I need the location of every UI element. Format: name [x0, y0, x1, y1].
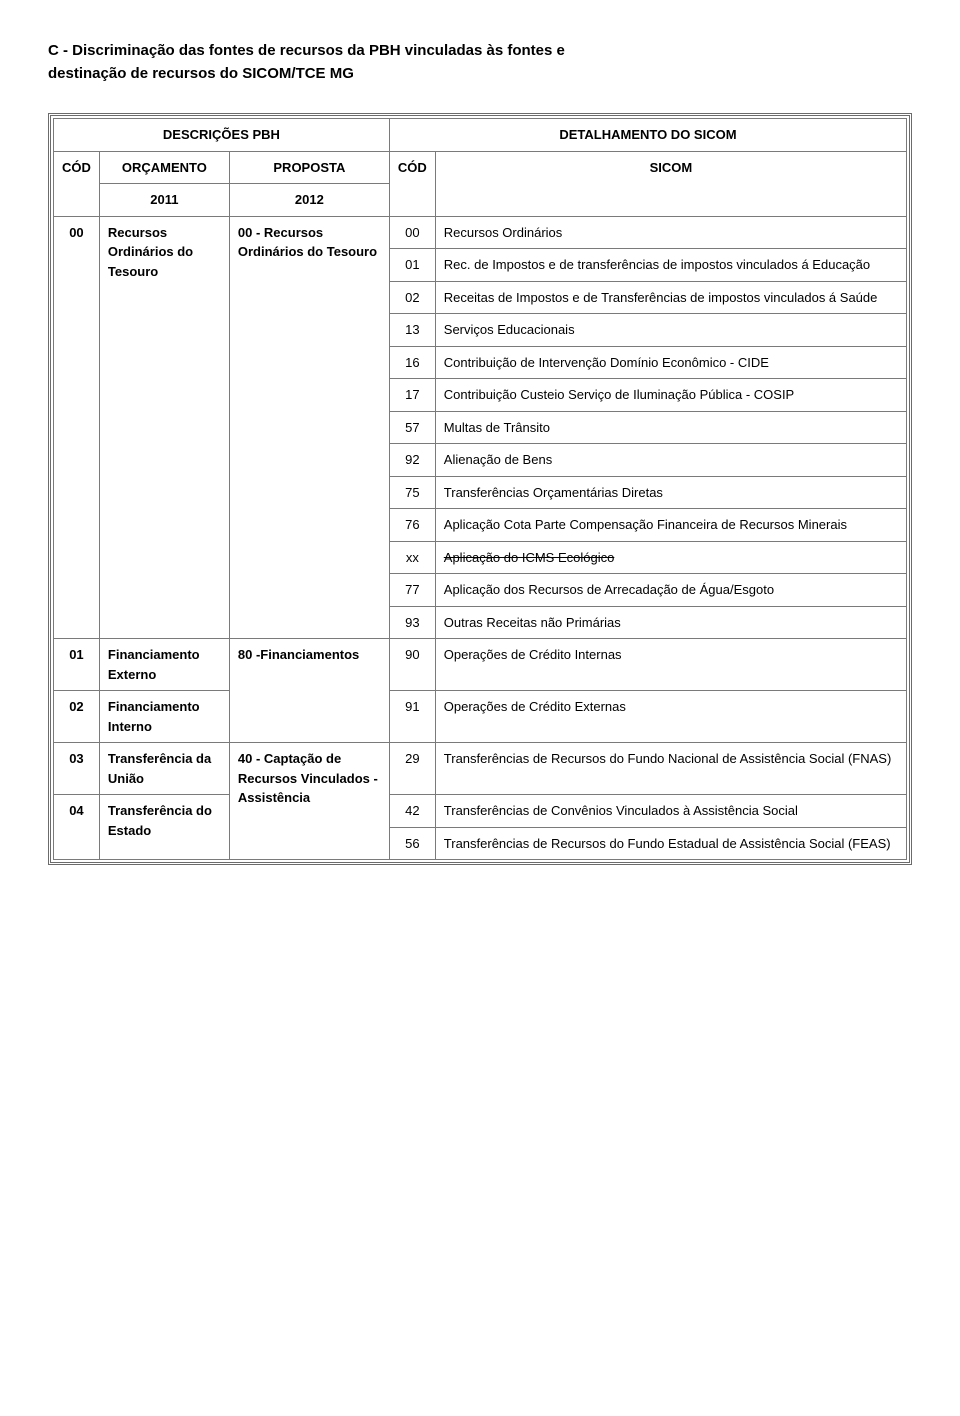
cod-left-00: 00 — [54, 216, 100, 639]
sicom-cod: 16 — [389, 346, 435, 379]
orcamento-04: Transferência do Estado — [99, 795, 229, 860]
proposta-00: 00 - Recursos Ordinários do Tesouro — [229, 216, 389, 639]
sicom-desc: Contribuição Custeio Serviço de Iluminaç… — [435, 379, 906, 412]
cod-left-02: 02 — [54, 691, 100, 743]
sicom-cod: 13 — [389, 314, 435, 347]
header-orcamento-1: ORÇAMENTO — [99, 151, 229, 184]
cod-left-04: 04 — [54, 795, 100, 860]
table-outer-border: DESCRIÇÕES PBH DETALHAMENTO DO SICOM CÓD… — [48, 113, 912, 865]
cod-left-03: 03 — [54, 743, 100, 795]
table-row: 00 Recursos Ordinários do Tesouro 00 - R… — [54, 216, 907, 249]
sicom-cod: 77 — [389, 574, 435, 607]
table-row: 03 Transferência da União 40 - Captação … — [54, 743, 907, 795]
sicom-cod: 75 — [389, 476, 435, 509]
sicom-desc: Transferências de Recursos do Fundo Esta… — [435, 827, 906, 860]
orcamento-00: Recursos Ordinários do Tesouro — [99, 216, 229, 639]
table-row: 02 Financiamento Interno 91 Operações de… — [54, 691, 907, 743]
header-sicom: SICOM — [435, 151, 906, 216]
resources-table: DESCRIÇÕES PBH DETALHAMENTO DO SICOM CÓD… — [53, 118, 907, 860]
sicom-desc: Operações de Crédito Externas — [435, 691, 906, 743]
sicom-desc-strike: Aplicação do ICMS Ecológico — [435, 541, 906, 574]
sicom-cod: 56 — [389, 827, 435, 860]
sicom-cod: xx — [389, 541, 435, 574]
sicom-desc: Outras Receitas não Primárias — [435, 606, 906, 639]
header-orcamento-2: 2011 — [99, 184, 229, 217]
sicom-cod: 29 — [389, 743, 435, 795]
sicom-cod: 01 — [389, 249, 435, 282]
sicom-desc: Aplicação Cota Parte Compensação Finance… — [435, 509, 906, 542]
sicom-cod: 91 — [389, 691, 435, 743]
sicom-desc: Multas de Trânsito — [435, 411, 906, 444]
sicom-desc: Transferências de Recursos do Fundo Naci… — [435, 743, 906, 795]
orcamento-01: Financiamento Externo — [99, 639, 229, 691]
sicom-desc: Serviços Educacionais — [435, 314, 906, 347]
table-row: 01 Financiamento Externo 80 -Financiamen… — [54, 639, 907, 691]
sicom-cod: 17 — [389, 379, 435, 412]
page-title: C - Discriminação das fontes de recursos… — [48, 40, 912, 85]
header-detalhamento: DETALHAMENTO DO SICOM — [389, 119, 906, 152]
sicom-cod: 00 — [389, 216, 435, 249]
header-proposta-2: 2012 — [229, 184, 389, 217]
header-cod-left: CÓD — [54, 151, 100, 216]
sicom-desc: Transferências de Convênios Vinculados à… — [435, 795, 906, 828]
proposta-40: 40 - Captação de Recursos Vinculados - A… — [229, 743, 389, 860]
sicom-desc: Rec. de Impostos e de transferências de … — [435, 249, 906, 282]
header-proposta-1: PROPOSTA — [229, 151, 389, 184]
sicom-cod: 42 — [389, 795, 435, 828]
table-row: 04 Transferência do Estado 42 Transferên… — [54, 795, 907, 828]
sicom-desc: Receitas de Impostos e de Transferências… — [435, 281, 906, 314]
header-cod-right: CÓD — [389, 151, 435, 216]
header-row-1: DESCRIÇÕES PBH DETALHAMENTO DO SICOM — [54, 119, 907, 152]
sicom-cod: 76 — [389, 509, 435, 542]
sicom-desc: Alienação de Bens — [435, 444, 906, 477]
sicom-desc: Recursos Ordinários — [435, 216, 906, 249]
sicom-desc: Transferências Orçamentárias Diretas — [435, 476, 906, 509]
header-row-2: CÓD ORÇAMENTO PROPOSTA CÓD SICOM — [54, 151, 907, 184]
title-line2: destinação de recursos do SICOM/TCE MG — [48, 63, 912, 86]
sicom-cod: 57 — [389, 411, 435, 444]
sicom-desc: Aplicação dos Recursos de Arrecadação de… — [435, 574, 906, 607]
sicom-cod: 92 — [389, 444, 435, 477]
sicom-cod: 93 — [389, 606, 435, 639]
title-line1: C - Discriminação das fontes de recursos… — [48, 42, 565, 59]
sicom-cod: 90 — [389, 639, 435, 691]
proposta-80: 80 -Financiamentos — [229, 639, 389, 743]
header-descricoes: DESCRIÇÕES PBH — [54, 119, 390, 152]
orcamento-02: Financiamento Interno — [99, 691, 229, 743]
cod-left-01: 01 — [54, 639, 100, 691]
sicom-cod: 02 — [389, 281, 435, 314]
sicom-desc: Contribuição de Intervenção Domínio Econ… — [435, 346, 906, 379]
orcamento-03: Transferência da União — [99, 743, 229, 795]
sicom-desc: Operações de Crédito Internas — [435, 639, 906, 691]
